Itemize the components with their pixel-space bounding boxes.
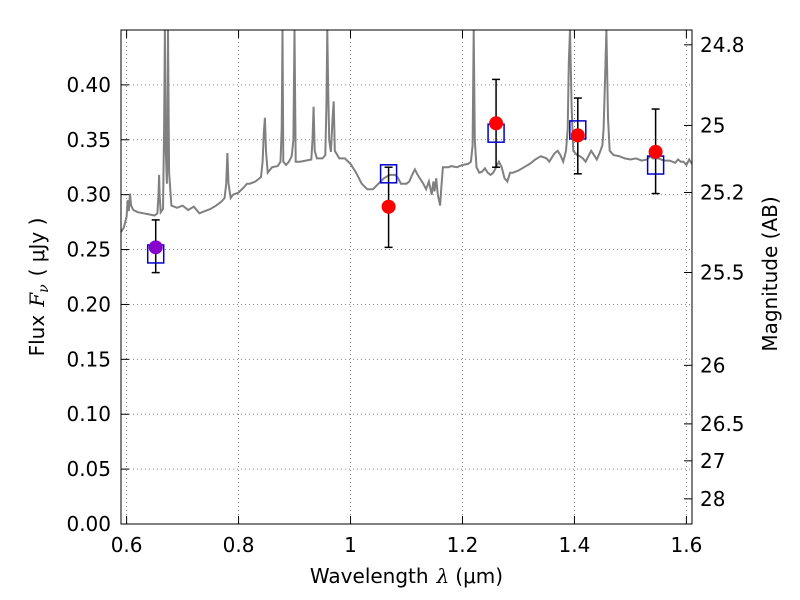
y2-axis-title: Magnitude (AB) <box>758 196 782 351</box>
x-tick-label: 0.6 <box>111 533 143 557</box>
x-tick-label: 1.2 <box>447 533 479 557</box>
photometry-points <box>146 78 665 274</box>
y-axis-title: Flux Fν ( μJy ) <box>25 218 52 357</box>
y-tick-label: 0.30 <box>66 183 111 207</box>
spectrum-series <box>120 29 693 233</box>
y-tick-label: 0.35 <box>66 128 111 152</box>
y-axis-title-symbol: F <box>25 292 49 308</box>
y-tick-label: 0.40 <box>66 73 111 97</box>
y2-tick-label: 25.2 <box>700 180 745 204</box>
y-tick-label: 0.25 <box>66 238 111 262</box>
y2-tick-label: 26.5 <box>700 412 745 436</box>
spectrum-line <box>120 29 693 233</box>
y-tick-label: 0.10 <box>66 402 111 426</box>
y-axis-title-text: Flux <box>25 315 49 357</box>
x-tick-label: 1 <box>344 533 357 557</box>
y2-tick-label: 25.5 <box>700 261 745 285</box>
y2-tick-label: 24.8 <box>700 33 745 57</box>
observed-flux-point <box>570 128 585 143</box>
observed-flux-point <box>148 240 163 255</box>
axis-ticks: 0.6 0.8 1 1.2 1.4 1.6 0.00 0.05 0.10 0.15 0.20 0.25… <box>66 30 745 557</box>
y2-tick-label: 27 <box>700 449 725 473</box>
y2-tick-label: 26 <box>700 353 725 377</box>
grid-lines <box>121 30 692 524</box>
x-axis-title-unit: (μm) <box>455 564 503 588</box>
y-axis-title-subscript: ν <box>36 284 52 293</box>
y-tick-label: 0.00 <box>66 512 111 536</box>
x-axis-title-symbol: λ <box>436 564 450 588</box>
x-tick-label: 1.4 <box>559 533 591 557</box>
x-axis-title: Wavelength λ (μm) <box>310 564 503 588</box>
y2-tick-label: 25 <box>700 113 725 137</box>
y-axis-title-unit: ( μJy ) <box>25 218 49 277</box>
x-tick-label: 1.6 <box>670 533 702 557</box>
y-tick-label: 0.15 <box>66 347 111 371</box>
observed-flux-point <box>381 199 396 214</box>
model-photometry-square <box>379 164 398 184</box>
y2-tick-label: 28 <box>700 487 725 511</box>
x-tick-label: 0.8 <box>223 533 255 557</box>
observed-flux-point <box>648 144 663 159</box>
observed-flux-point <box>489 116 504 131</box>
y-tick-label: 0.20 <box>66 292 111 316</box>
axes-frame <box>120 29 693 525</box>
x-axis-title-text: Wavelength <box>310 564 429 588</box>
y-tick-label: 0.05 <box>66 457 111 481</box>
